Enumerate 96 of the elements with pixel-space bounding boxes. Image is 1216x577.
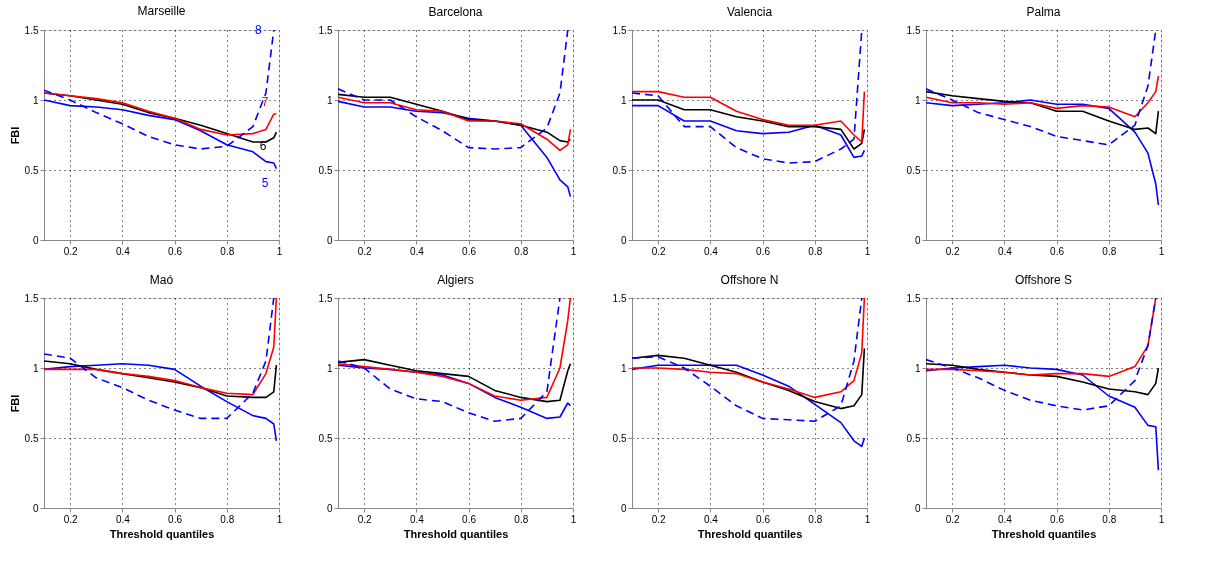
x-tick-label: 0.8: [220, 245, 235, 257]
x-tick-label: 0.8: [1102, 513, 1117, 525]
series-label: 7: [261, 95, 269, 109]
y-tick-label: 1.5: [906, 292, 921, 304]
y-tick-label: 0.5: [24, 164, 39, 176]
x-tick-label: 0.6: [756, 513, 771, 525]
chart-title: Offshore S: [1014, 273, 1073, 287]
x-tick-label: 0.6: [462, 513, 477, 525]
x-tick-label: 0.4: [997, 245, 1013, 257]
chart-title: Algiers: [437, 273, 474, 287]
x-tick-label: 0.8: [514, 513, 529, 525]
x-tick-label: 0.4: [409, 513, 425, 525]
x-tick-label: 0.8: [808, 245, 823, 257]
y-axis-title: FBI: [8, 126, 21, 145]
chart-title: Palma: [1026, 5, 1061, 19]
x-tick-label: 0.4: [115, 513, 131, 525]
x-tick-label: 1: [570, 513, 577, 525]
y-tick-label: 1: [914, 94, 921, 106]
x-tick-label: 0.2: [651, 245, 666, 257]
x-tick-label: 1: [276, 513, 283, 525]
y-tick-label: 0.5: [318, 432, 333, 444]
y-tick-label: 1: [620, 94, 627, 106]
x-tick-label: 0.4: [115, 245, 131, 257]
x-tick-label: 0.8: [220, 513, 235, 525]
y-tick-label: 0.5: [906, 432, 921, 444]
y-tick-label: 1: [620, 362, 627, 374]
y-tick-label: 0: [620, 234, 627, 246]
y-tick-label: 0.5: [612, 432, 627, 444]
x-tick-label: 1: [864, 513, 871, 525]
x-tick-label: 0.2: [945, 245, 960, 257]
x-tick-label: 0.6: [756, 245, 771, 257]
x-tick-label: 0.6: [168, 513, 183, 525]
x-tick-label: 0.8: [808, 513, 823, 525]
x-tick-label: 1: [864, 245, 871, 257]
x-tick-label: 0.2: [945, 513, 960, 525]
y-tick-label: 1: [32, 362, 39, 374]
x-tick-label: 1: [276, 245, 283, 257]
line-series: [632, 90, 866, 143]
y-tick-label: 1.5: [318, 292, 333, 304]
x-tick-label: 0.6: [1050, 245, 1065, 257]
y-tick-label: 0: [620, 502, 627, 514]
chart-title: Valencia: [726, 5, 773, 19]
y-tick-label: 0: [914, 502, 921, 514]
x-tick-label: 0.4: [703, 513, 719, 525]
x-tick-label: 0.4: [409, 245, 425, 257]
chart-title: Marseille: [137, 4, 186, 18]
x-tick-label: 1: [570, 245, 577, 257]
y-axis-title: FBI: [8, 394, 21, 413]
y-tick-label: 1.5: [24, 292, 39, 304]
chart-title: Maó: [149, 273, 174, 287]
line-series: [926, 90, 1160, 135]
y-tick-label: 1: [326, 362, 333, 374]
y-tick-label: 1: [914, 362, 921, 374]
y-tick-label: 1.5: [612, 292, 627, 304]
x-tick-label: 0.8: [514, 245, 529, 257]
y-tick-label: 1.5: [318, 24, 333, 36]
x-tick-label: 0.6: [462, 245, 477, 257]
y-tick-label: 0.5: [612, 164, 627, 176]
y-tick-label: 0: [32, 502, 39, 514]
x-tick-label: 1: [1158, 513, 1165, 525]
line-series: [338, 96, 572, 152]
chart-title: Offshore N: [720, 273, 779, 287]
series-label: 6: [259, 139, 267, 154]
x-tick-label: 0.2: [357, 513, 372, 525]
x-tick-label: 0.6: [1050, 513, 1065, 525]
x-tick-label: 0.2: [357, 245, 372, 257]
x-tick-label: 0.4: [997, 513, 1013, 525]
line-series: [926, 298, 1157, 378]
x-tick-label: 0.2: [63, 245, 78, 257]
y-tick-label: 1.5: [612, 24, 627, 36]
x-axis-title: Threshold quantiles: [991, 527, 1097, 540]
x-axis-title: Threshold quantiles: [109, 527, 215, 540]
y-tick-label: 1.5: [906, 24, 921, 36]
x-tick-label: 0.2: [63, 513, 78, 525]
y-tick-label: 0: [32, 234, 39, 246]
chart-title: Barcelona: [428, 5, 483, 19]
y-tick-label: 0.5: [24, 432, 39, 444]
y-tick-label: 0: [326, 234, 333, 246]
x-axis-title: Threshold quantiles: [697, 527, 803, 540]
y-tick-label: 0: [914, 234, 921, 246]
line-series: [632, 30, 863, 164]
y-tick-label: 0.5: [906, 164, 921, 176]
x-tick-label: 1: [1158, 245, 1165, 257]
x-tick-label: 0.2: [651, 513, 666, 525]
x-axis-title: Threshold quantiles: [403, 527, 509, 540]
line-series: [926, 75, 1160, 118]
y-tick-label: 1: [32, 94, 39, 106]
y-tick-label: 1.5: [24, 24, 39, 36]
series-label: 5: [261, 175, 269, 190]
x-tick-label: 0.6: [168, 245, 183, 257]
x-tick-label: 0.4: [703, 245, 719, 257]
y-tick-label: 0.5: [318, 164, 333, 176]
y-tick-label: 0: [326, 502, 333, 514]
y-tick-label: 1: [326, 94, 333, 106]
series-label: 8: [255, 23, 263, 37]
x-tick-label: 0.8: [1102, 245, 1117, 257]
